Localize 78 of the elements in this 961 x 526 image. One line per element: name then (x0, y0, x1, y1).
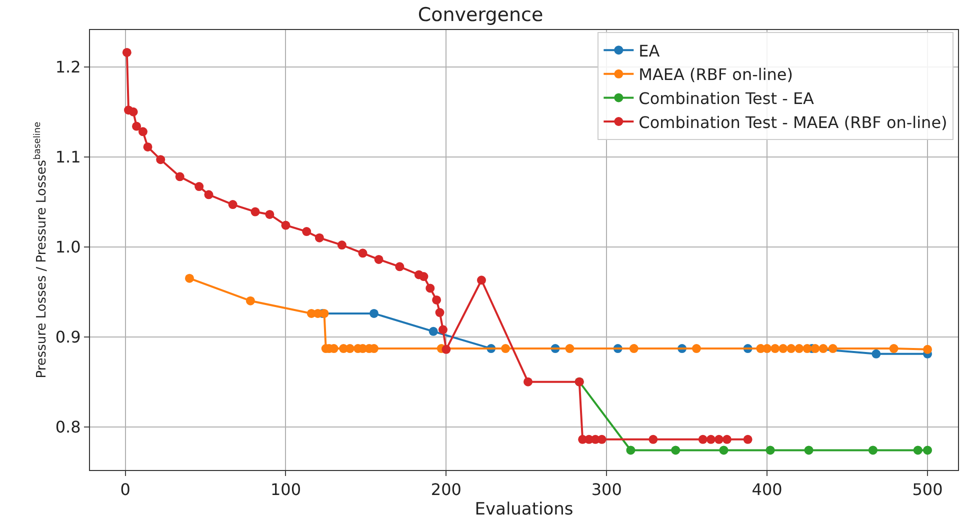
point (395, 262, 404, 272)
point (762, 344, 772, 354)
point (250, 207, 260, 216)
point (419, 272, 428, 282)
point (122, 48, 132, 57)
point (369, 308, 378, 318)
point (648, 434, 658, 444)
point (722, 434, 732, 444)
x-tick-label: 100 (270, 480, 302, 500)
point (184, 274, 194, 283)
point (913, 446, 922, 455)
y-tick-label: 1.0 (55, 237, 81, 256)
point (524, 377, 533, 386)
point (698, 434, 708, 444)
point (743, 434, 752, 444)
point (432, 295, 442, 304)
x-axis-title: Evaluations (474, 500, 574, 520)
point (770, 344, 780, 354)
chart-title: Convergence (418, 4, 544, 26)
point (204, 190, 214, 200)
point (128, 107, 138, 116)
y-tick-label: 0.8 (55, 417, 81, 436)
point (872, 349, 881, 358)
x-tick-label: 400 (752, 480, 782, 500)
point (302, 227, 312, 236)
point (923, 446, 932, 455)
point (565, 344, 574, 354)
point (671, 446, 680, 455)
point (828, 344, 838, 354)
x-tick-label: 500 (912, 480, 943, 500)
point (228, 200, 238, 210)
point (868, 446, 878, 455)
point (719, 446, 728, 455)
point (138, 127, 148, 136)
point (786, 344, 796, 354)
point (794, 344, 804, 354)
point (501, 344, 510, 354)
x-tick-label: 300 (591, 480, 622, 500)
point (194, 182, 204, 192)
point (706, 434, 716, 444)
point (626, 446, 636, 455)
y-tick-label: 1.1 (55, 147, 81, 166)
point (778, 344, 788, 354)
point (143, 142, 152, 152)
point (766, 446, 775, 455)
point (358, 248, 368, 258)
point (923, 344, 932, 354)
point (374, 254, 384, 264)
point (428, 326, 438, 336)
point (132, 122, 142, 131)
legend-label: EA (638, 41, 660, 60)
x-tick-label: 0 (120, 480, 130, 500)
point (476, 276, 486, 285)
point (442, 344, 451, 354)
point (337, 240, 346, 250)
point (156, 155, 166, 164)
point (265, 210, 274, 219)
point (175, 172, 184, 182)
point (314, 233, 324, 242)
y-tick-label: 0.9 (55, 327, 81, 346)
point (889, 344, 898, 354)
legend-label: MAEA (RBF on-line) (638, 65, 794, 84)
point (246, 296, 255, 306)
x-tick-label: 200 (430, 480, 462, 500)
y-tick-label: 1.2 (55, 57, 81, 76)
point (426, 284, 435, 293)
point (802, 344, 812, 354)
point (714, 434, 724, 444)
point (810, 344, 820, 354)
point (692, 344, 701, 354)
point (438, 325, 448, 334)
point (281, 220, 290, 230)
point (818, 344, 828, 354)
point (629, 344, 638, 354)
point (804, 446, 814, 455)
legend-label: Combination Test - MAEA (RBF on-line) (638, 112, 948, 132)
point (435, 308, 444, 318)
legend-label: Combination Test - EA (638, 88, 814, 108)
